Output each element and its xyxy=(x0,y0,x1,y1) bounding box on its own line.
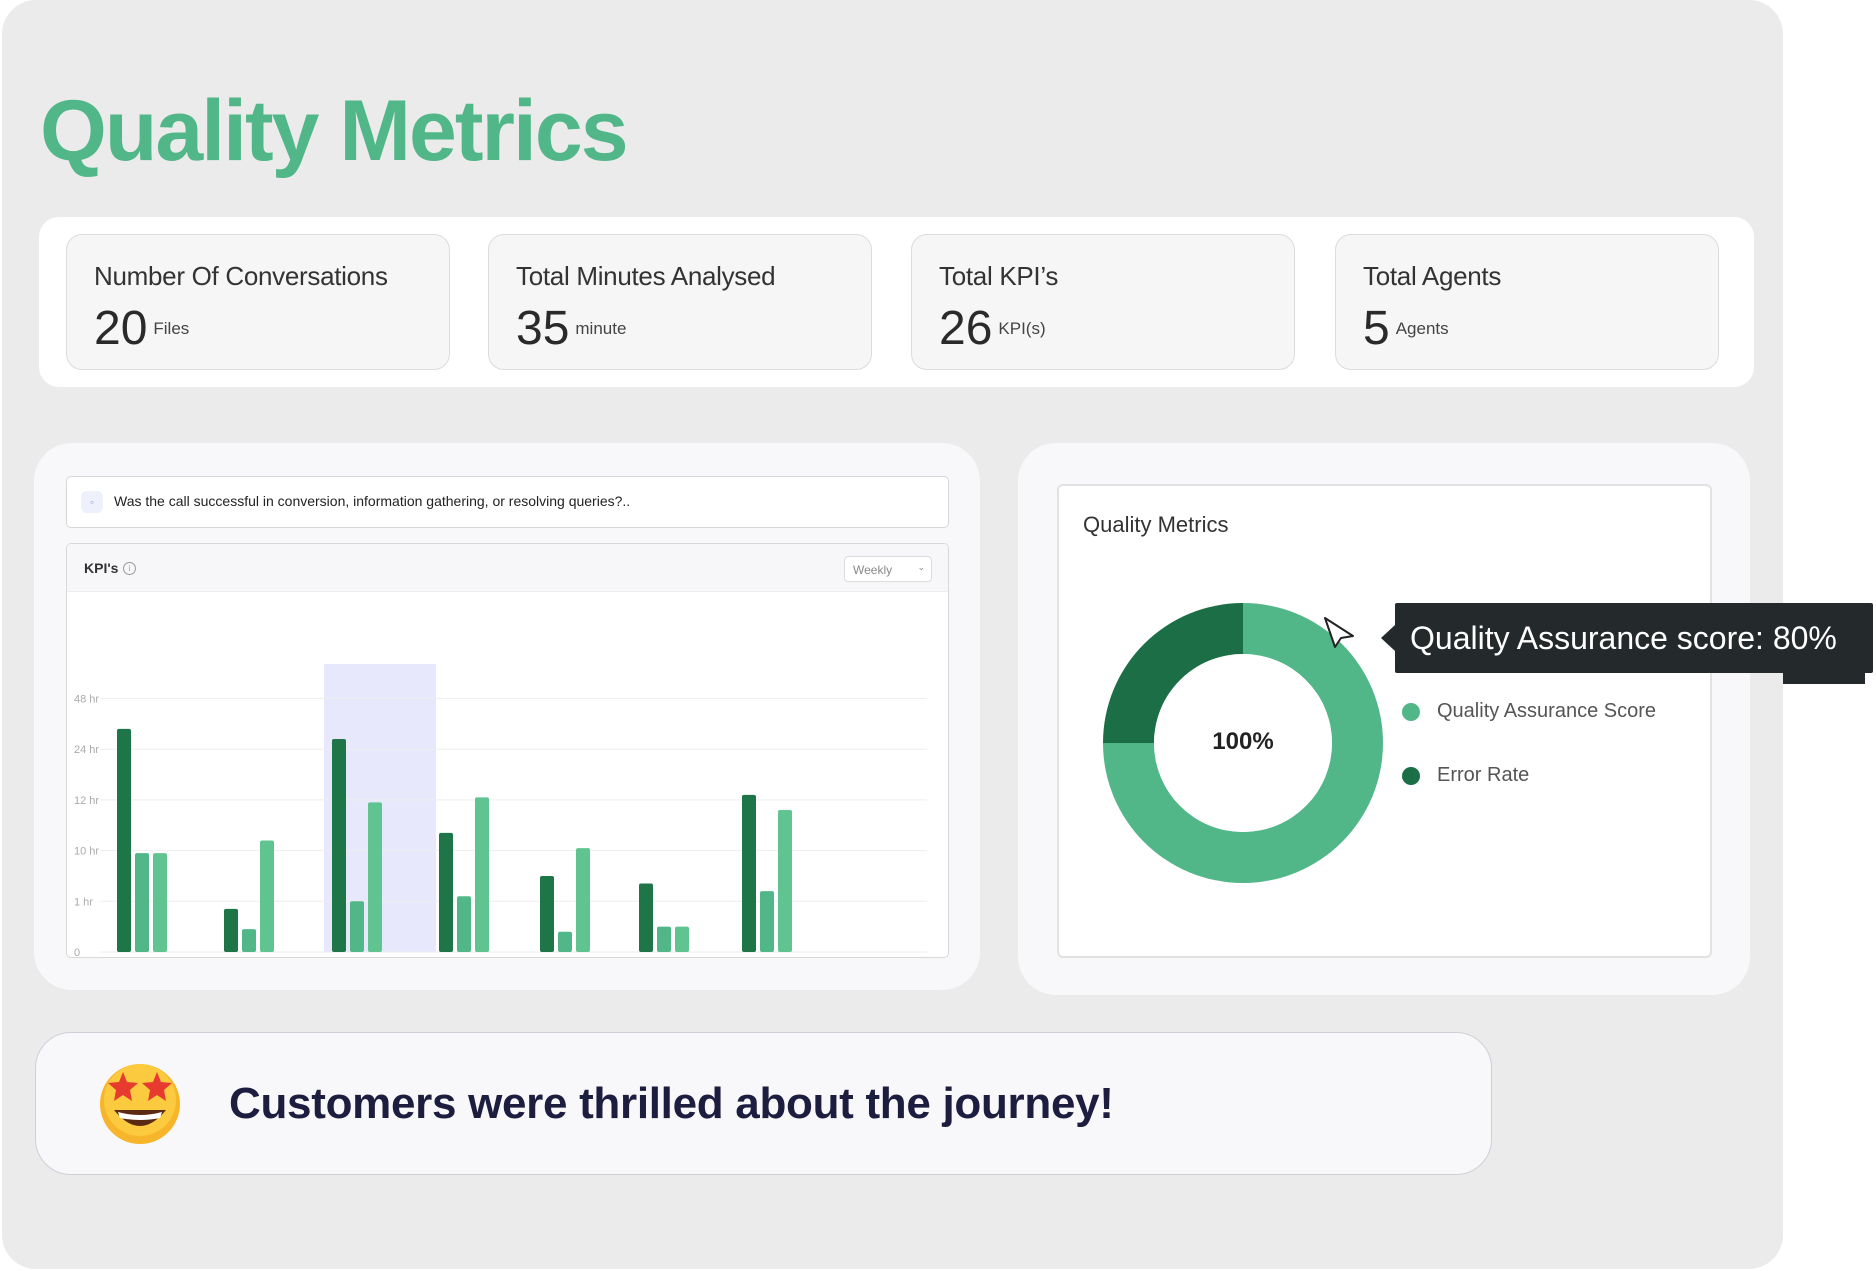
y-tick-label: 24 hr xyxy=(74,744,99,756)
legend-label: Error Rate xyxy=(1437,764,1530,786)
stat-number: 20 xyxy=(94,302,148,355)
stat-label: Number Of Conversations xyxy=(94,261,388,291)
stat-number: 26 xyxy=(939,302,993,355)
bar xyxy=(332,739,346,952)
stat-unit: Agents xyxy=(1395,319,1449,338)
chart-tooltip xyxy=(1395,603,1873,673)
stat-unit: Files xyxy=(153,319,190,338)
star-struck-emoji-icon xyxy=(100,1064,180,1144)
stat-unit: minute xyxy=(575,319,627,338)
question-icon: ◦ xyxy=(81,491,103,513)
stat-unit: KPI(s) xyxy=(998,319,1046,338)
question-text: Was the call successful in conversion, i… xyxy=(114,493,631,509)
stat-card-conversations: Number Of Conversations 20 Files xyxy=(66,234,450,370)
bar xyxy=(135,853,149,952)
bar xyxy=(153,853,167,952)
bar xyxy=(368,802,382,952)
stat-label: Total Agents xyxy=(1363,261,1502,291)
mouse-cursor-icon xyxy=(1324,617,1354,648)
y-tick-label: 1 hr xyxy=(74,896,93,908)
bar xyxy=(558,931,572,952)
y-tick-label: 48 hr xyxy=(74,694,99,706)
stat-value: 35 minute xyxy=(516,305,626,353)
stat-card-kpis: Total KPI’s 26 KPI(s) xyxy=(911,234,1295,370)
question-field[interactable]: ◦ Was the call successful in conversion,… xyxy=(66,476,949,528)
stat-number: 5 xyxy=(1363,302,1390,355)
y-tick-label: 12 hr xyxy=(74,795,99,807)
period-select[interactable]: Weekly ⌄ xyxy=(844,556,932,582)
bar xyxy=(224,908,238,952)
donut-center-label: 100% xyxy=(1212,728,1274,755)
bar xyxy=(439,832,453,952)
legend-label: Quality Assurance Score xyxy=(1437,700,1656,722)
bar xyxy=(639,883,653,952)
legend-swatch xyxy=(1402,703,1420,721)
stat-value: 5 Agents xyxy=(1363,305,1449,353)
bar xyxy=(675,926,689,952)
bar xyxy=(350,901,364,952)
bar xyxy=(540,875,554,952)
bar xyxy=(242,929,256,952)
bar xyxy=(117,728,131,952)
bar xyxy=(457,896,471,952)
bar xyxy=(778,810,792,952)
bar xyxy=(260,840,274,952)
bar xyxy=(657,926,671,952)
stat-value: 26 KPI(s) xyxy=(939,305,1046,353)
kpi-title: KPI's xyxy=(84,560,119,576)
kpi-chart-panel: KPI's i Weekly ⌄ 0 1 hr 10 hr 12 hr 24 hr 48 … xyxy=(66,543,949,958)
tooltip-arrow xyxy=(1381,625,1395,651)
stat-label: Total KPI’s xyxy=(939,261,1059,291)
kpi-chart-header: KPI's i Weekly ⌄ xyxy=(67,544,948,592)
stats-row: Number Of Conversations 20 Files Total Mi… xyxy=(39,217,1754,387)
bar xyxy=(576,848,590,952)
bar xyxy=(742,794,756,952)
y-tick-label: 0 xyxy=(74,947,80,958)
sentiment-text: Customers were thrilled about the journe… xyxy=(229,1079,1114,1128)
legend-swatch xyxy=(1402,767,1420,785)
bar xyxy=(760,891,774,952)
page-title: Quality Metrics xyxy=(40,83,629,179)
chevron-down-icon: ⌄ xyxy=(917,562,925,572)
stat-card-agents: Total Agents 5 Agents xyxy=(1335,234,1719,370)
stat-value: 20 Files xyxy=(94,305,189,353)
y-tick-label: 10 hr xyxy=(74,846,99,858)
stat-number: 35 xyxy=(516,302,570,355)
stat-label: Total Minutes Analysed xyxy=(516,261,776,291)
stat-card-minutes: Total Minutes Analysed 35 minute xyxy=(488,234,872,370)
donut-title: Quality Metrics xyxy=(1083,512,1229,537)
sentiment-banner: Customers were thrilled about the journe… xyxy=(35,1032,1492,1175)
period-select-value: Weekly xyxy=(853,563,893,577)
info-icon[interactable]: i xyxy=(123,562,136,575)
tooltip-text: Quality Assurance score: 80% xyxy=(1410,620,1837,656)
bar xyxy=(475,797,489,952)
